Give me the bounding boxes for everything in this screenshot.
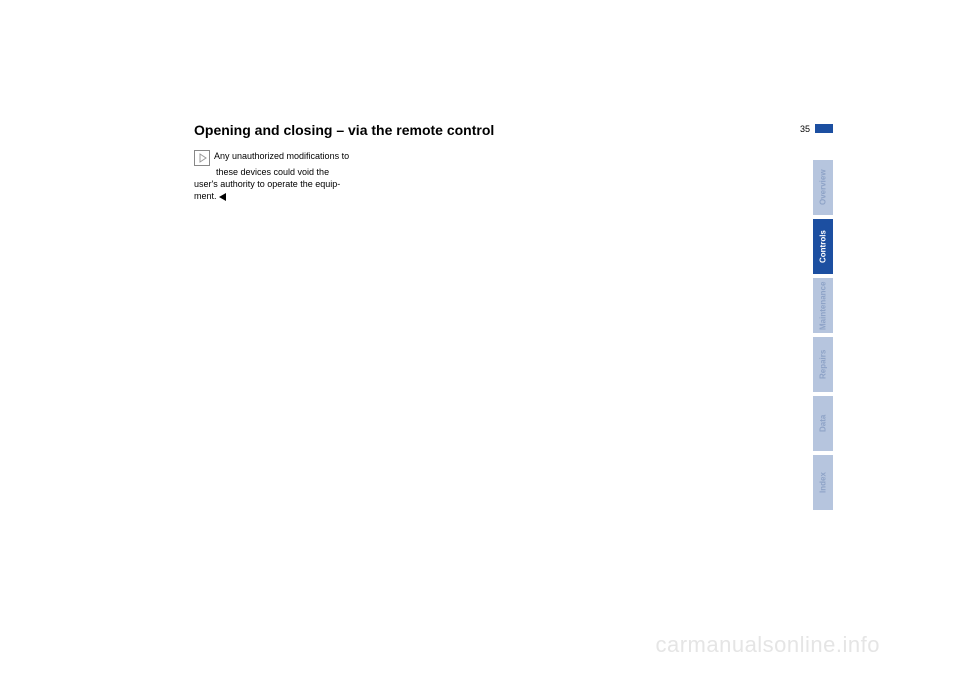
tab-controls[interactable]: Controls <box>813 219 833 274</box>
tab-data[interactable]: Data <box>813 396 833 451</box>
manual-page: Opening and closing – via the remote con… <box>0 0 960 678</box>
tab-label: Repairs <box>819 350 828 379</box>
watermark-text: carmanualsonline.info <box>655 632 880 657</box>
body-text: Any unauthorized modifications to these … <box>194 150 399 202</box>
heading-text: Opening and closing – via the remote con… <box>194 122 494 138</box>
watermark: carmanualsonline.info <box>655 632 880 658</box>
page-number: 35 <box>800 124 810 134</box>
tab-repairs[interactable]: Repairs <box>813 337 833 392</box>
note-icon <box>194 150 210 166</box>
page-marker <box>815 124 833 133</box>
tab-index[interactable]: Index <box>813 455 833 510</box>
tab-label: Index <box>819 472 828 493</box>
body-line3: user's authority to operate the equip- <box>194 178 399 190</box>
tab-label: Overview <box>819 170 828 206</box>
body-last: ment. <box>194 191 217 201</box>
body-line2: these devices could void the <box>194 166 399 178</box>
page-number-value: 35 <box>800 124 810 134</box>
tab-label: Controls <box>819 230 828 263</box>
tab-label: Maintenance <box>819 281 828 329</box>
body-line1: Any unauthorized modifications to <box>214 151 349 161</box>
end-triangle-icon <box>219 193 226 201</box>
tab-overview[interactable]: Overview <box>813 160 833 215</box>
tab-maintenance[interactable]: Maintenance <box>813 278 833 333</box>
tab-label: Data <box>819 415 828 432</box>
side-tabs: Overview Controls Maintenance Repairs Da… <box>813 160 833 514</box>
page-heading: Opening and closing – via the remote con… <box>194 122 494 138</box>
